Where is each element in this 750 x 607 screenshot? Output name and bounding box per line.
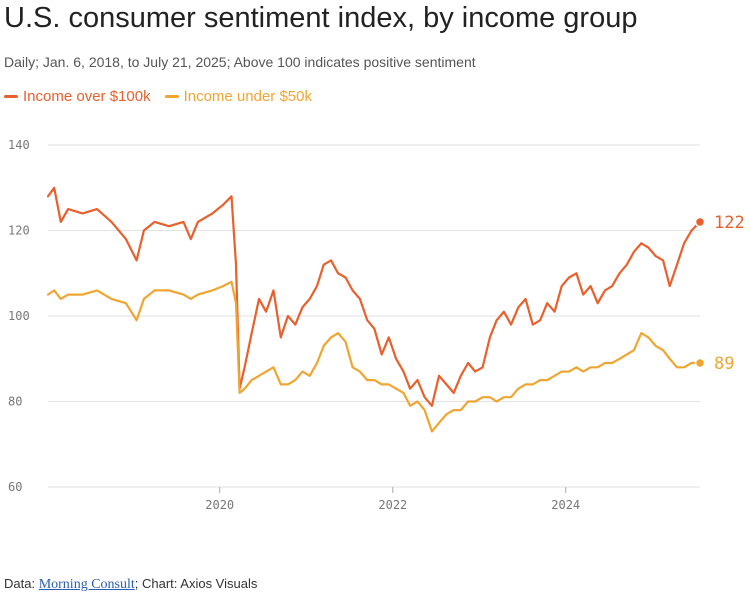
legend-item-high-income: Income over $100k: [4, 88, 151, 105]
end-point-0: [694, 216, 706, 228]
x-tick-2020: 2020: [205, 498, 234, 512]
series-lines: [46, 186, 702, 433]
y-tick-60: 60: [8, 480, 22, 494]
y-tick-100: 100: [8, 309, 30, 323]
y-tick-80: 80: [8, 395, 22, 409]
x-tick-2022: 2022: [378, 498, 407, 512]
y-tick-120: 120: [8, 224, 30, 238]
legend-item-low-income: Income under $50k: [164, 88, 312, 105]
y-axis-ticks: 60 80 100 120 140: [8, 138, 30, 494]
legend-label-high-income: Income over $100k: [23, 88, 151, 105]
end-labels: 122 89: [694, 213, 745, 374]
end-point-1: [694, 357, 706, 369]
line-chart: 60 80 100 120 140 2020 2022 2024 122 89: [8, 138, 745, 512]
legend-label-low-income: Income under $50k: [183, 88, 312, 105]
grid-lines: [48, 144, 700, 488]
legend-swatch-low-income: [164, 95, 179, 98]
legend: Income over $100k Income under $50k: [4, 88, 312, 105]
series-line-1: [46, 280, 702, 433]
source-note: Data: Morning Consult; Chart: Axios Visu…: [4, 576, 257, 593]
y-tick-140: 140: [8, 138, 30, 152]
end-label-1: 89: [714, 354, 734, 374]
source-prefix: Data:: [4, 576, 39, 591]
x-axis-ticks: 2020 2022 2024: [205, 487, 580, 512]
source-suffix: ; Chart: Axios Visuals: [134, 576, 258, 591]
end-label-0: 122: [714, 213, 745, 233]
chart-title: U.S. consumer sentiment index, by income…: [4, 2, 638, 34]
chart-subtitle: Daily; Jan. 6, 2018, to July 21, 2025; A…: [4, 54, 476, 70]
source-link[interactable]: Morning Consult: [38, 577, 135, 592]
legend-swatch-high-income: [4, 95, 18, 98]
x-tick-2024: 2024: [551, 498, 580, 512]
series-line-0: [46, 186, 702, 407]
